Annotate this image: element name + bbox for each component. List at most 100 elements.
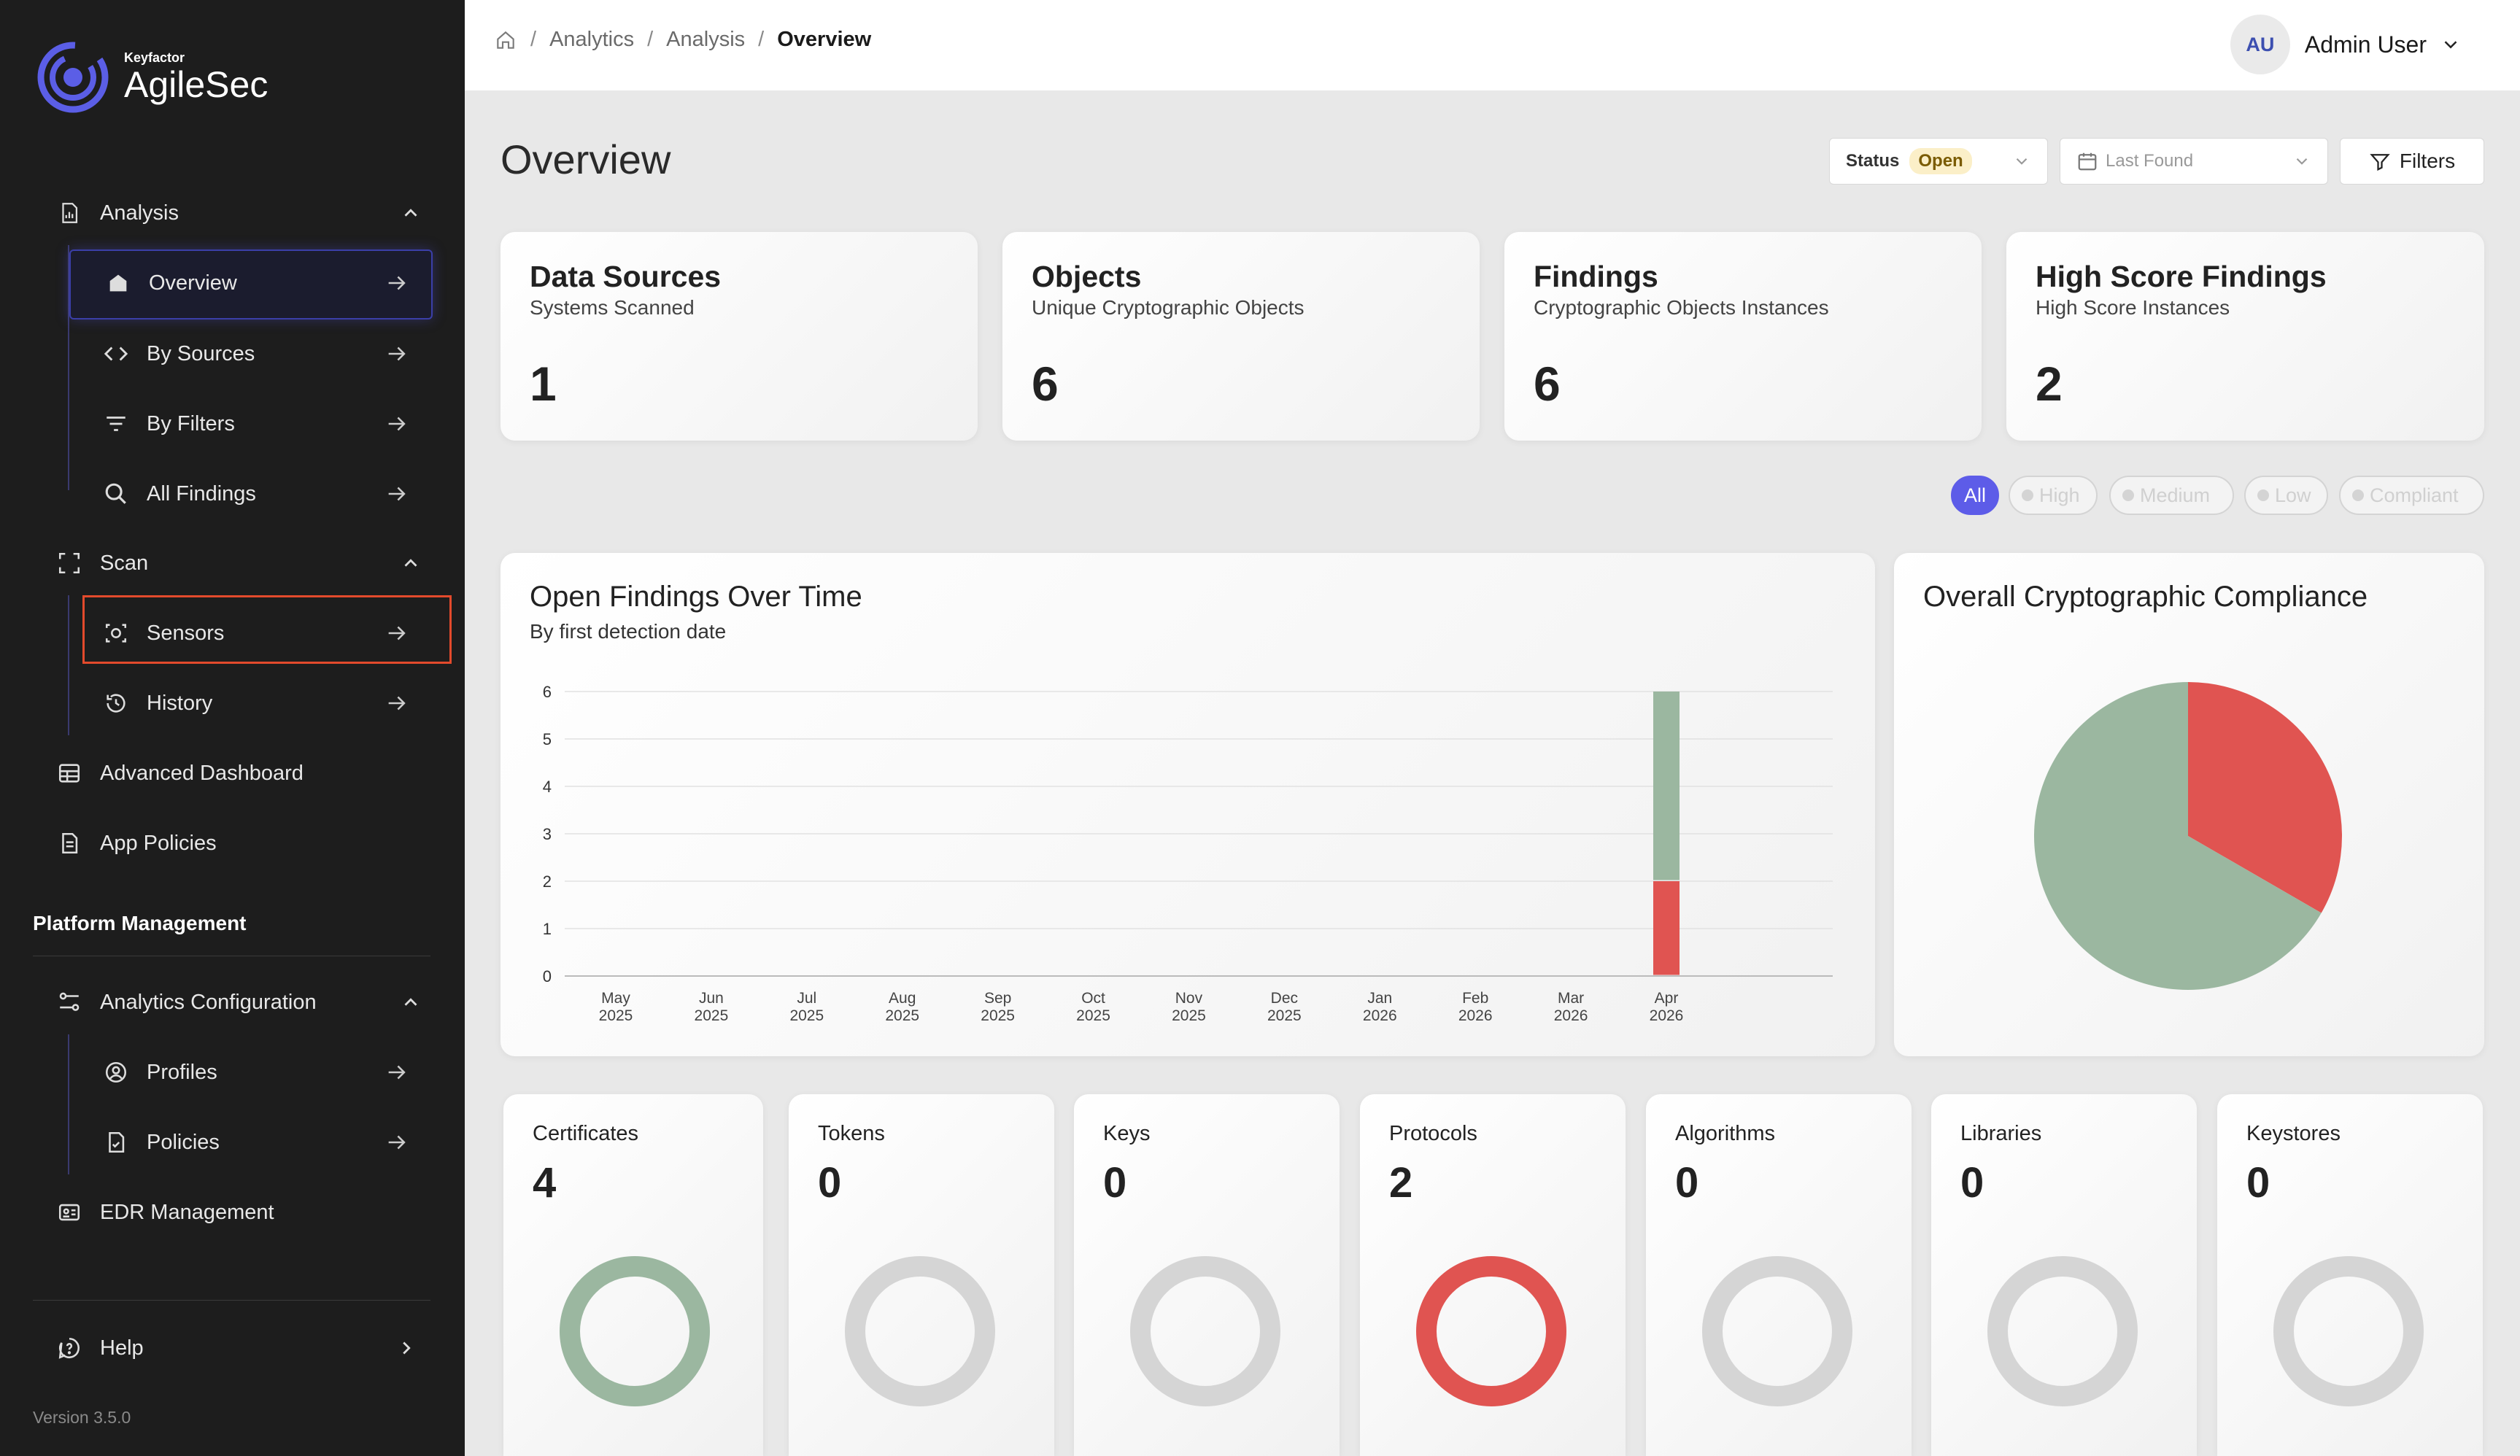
category-title: Tokens	[818, 1122, 885, 1145]
ring-arc	[1416, 1256, 1566, 1406]
ring-arc	[1987, 1256, 2138, 1406]
category-card-keys[interactable]: Keys 0	[1074, 1094, 1340, 1456]
agilesec-logo-icon	[37, 42, 109, 113]
category-card-tokens[interactable]: Tokens 0	[789, 1094, 1054, 1456]
ring-arc	[1130, 1256, 1280, 1406]
stat-title: Data Sources	[530, 260, 722, 293]
category-title: Protocols	[1389, 1122, 1477, 1145]
chip-compliant-label: Compliant	[2370, 484, 2459, 506]
nav-analytics-configuration[interactable]: Analytics Configuration	[57, 988, 422, 1017]
chip-dot	[2122, 489, 2134, 501]
chip-high[interactable]: High	[2009, 476, 2098, 515]
chip-all[interactable]: All	[1951, 476, 1999, 515]
bar-segment	[1653, 881, 1680, 975]
y-tick-label: 3	[543, 825, 552, 843]
x-tick-label: 2025	[789, 1007, 824, 1024]
nav-help[interactable]: Help	[57, 1333, 417, 1363]
last-found-date-select[interactable]: Last Found	[2060, 138, 2328, 185]
stat-card-data-sources[interactable]: Data Sources Systems Scanned 1	[500, 232, 978, 441]
chevron-up-icon	[404, 998, 417, 1006]
nav-item-all-findings[interactable]: All Findings	[104, 479, 420, 508]
chip-low-label: Low	[2275, 484, 2311, 506]
category-card-libraries[interactable]: Libraries 0	[1931, 1094, 2197, 1456]
status-label: Status	[1846, 151, 1900, 171]
category-card-certificates[interactable]: Certificates 4	[503, 1094, 763, 1456]
stat-card-high-score-findings[interactable]: High Score Findings High Score Instances…	[2006, 232, 2484, 441]
stat-card-findings[interactable]: Findings Cryptographic Objects Instances…	[1504, 232, 1982, 441]
y-tick-label: 6	[543, 683, 552, 701]
nav-item-history[interactable]: History	[104, 689, 420, 718]
user-menu[interactable]: AU Admin User	[2230, 15, 2462, 74]
app-logo[interactable]: Keyfactor AgileSec	[36, 41, 268, 114]
stat-title: Findings	[1534, 260, 1658, 293]
nav-item-overview-active[interactable]	[69, 249, 433, 320]
nav-edr-management[interactable]: EDR Management	[57, 1198, 422, 1227]
status-badge: Open	[1909, 148, 1972, 174]
category-card-algorithms[interactable]: Algorithms 0	[1646, 1094, 1912, 1456]
category-ring	[560, 1256, 710, 1406]
status-select[interactable]: Status Open	[1829, 138, 2048, 185]
x-tick-label: 2025	[1076, 1007, 1110, 1024]
filters-button[interactable]: Filters	[2340, 138, 2484, 185]
nav-analysis[interactable]: Analysis	[57, 198, 422, 228]
category-title: Keys	[1103, 1122, 1151, 1145]
compliance-chart-card: Overall Cryptographic Compliance	[1894, 553, 2484, 1056]
chip-low[interactable]: Low	[2244, 476, 2328, 515]
ring-arc	[2273, 1256, 2424, 1406]
category-card-protocols[interactable]: Protocols 2	[1360, 1094, 1626, 1456]
arrow-right-icon	[388, 696, 406, 710]
nav-item-by-filters[interactable]: By Filters	[104, 409, 420, 438]
nav-item-by-filters-label: By Filters	[147, 411, 235, 435]
nav-item-overview[interactable]: Overview	[106, 268, 420, 298]
stat-value: 2	[2036, 357, 2063, 411]
report-icon	[57, 201, 82, 225]
arrow-right-icon	[388, 276, 406, 290]
x-tick-label: Dec	[1271, 990, 1298, 1007]
y-tick-label: 4	[543, 778, 552, 796]
settings-sliders-icon	[57, 990, 82, 1015]
pie-slice	[2034, 682, 2322, 990]
sensors-highlight-box	[82, 595, 452, 664]
nav-scan[interactable]: Scan	[57, 549, 422, 578]
stat-title: High Score Findings	[2036, 260, 2327, 293]
user-circle-icon	[104, 1060, 128, 1085]
nav-item-policies[interactable]: Policies	[104, 1128, 420, 1157]
breadcrumb-separator: /	[647, 28, 654, 51]
nav-item-by-sources[interactable]: By Sources	[104, 339, 420, 368]
nav-advanced-dashboard-label: Advanced Dashboard	[100, 761, 304, 785]
breadcrumb-analytics[interactable]: Analytics	[549, 28, 635, 51]
arrow-right-icon	[388, 626, 406, 640]
arrow-right-icon	[388, 1135, 406, 1150]
nav-app-policies[interactable]: App Policies	[57, 829, 422, 858]
chart-title: Open Findings Over Time	[530, 581, 862, 613]
sensor-icon	[104, 621, 128, 646]
id-card-icon	[57, 1200, 82, 1225]
filters-label: Filters	[2399, 150, 2456, 172]
chip-high-label: High	[2039, 484, 2080, 506]
category-card-keystores[interactable]: Keystores 0	[2217, 1094, 2483, 1456]
category-ring	[1702, 1256, 1852, 1406]
nav-item-sensors[interactable]: Sensors	[104, 619, 420, 648]
arrow-right-icon	[388, 417, 406, 431]
chip-compliant[interactable]: Compliant	[2339, 476, 2484, 515]
open-findings-bar-chart: 0123456May2025Jun2025Jul2025Aug2025Sep20…	[543, 683, 1833, 1024]
home-outline-icon[interactable]	[494, 28, 517, 52]
category-value: 2	[1389, 1159, 1413, 1207]
nav-advanced-dashboard[interactable]: Advanced Dashboard	[57, 759, 422, 788]
nav-item-by-sources-label: By Sources	[147, 341, 255, 365]
breadcrumb-separator: /	[530, 28, 537, 51]
x-tick-label: 2025	[1172, 1007, 1206, 1024]
x-tick-label: 2025	[599, 1007, 633, 1024]
nav-item-profiles[interactable]: Profiles	[104, 1058, 420, 1087]
chip-dot	[2352, 489, 2364, 501]
x-tick-label: 2025	[1267, 1007, 1302, 1024]
last-found-placeholder: Last Found	[2106, 151, 2194, 171]
stat-card-objects[interactable]: Objects Unique Cryptographic Objects 6	[1002, 232, 1480, 441]
category-value: 0	[1675, 1159, 1699, 1207]
app-version: Version 3.5.0	[33, 1408, 131, 1427]
compliance-pie-chart	[2034, 682, 2342, 990]
sidebar-divider	[33, 1300, 430, 1301]
category-title: Algorithms	[1675, 1122, 1775, 1145]
breadcrumb-analysis[interactable]: Analysis	[666, 28, 746, 51]
chip-medium[interactable]: Medium	[2109, 476, 2234, 515]
